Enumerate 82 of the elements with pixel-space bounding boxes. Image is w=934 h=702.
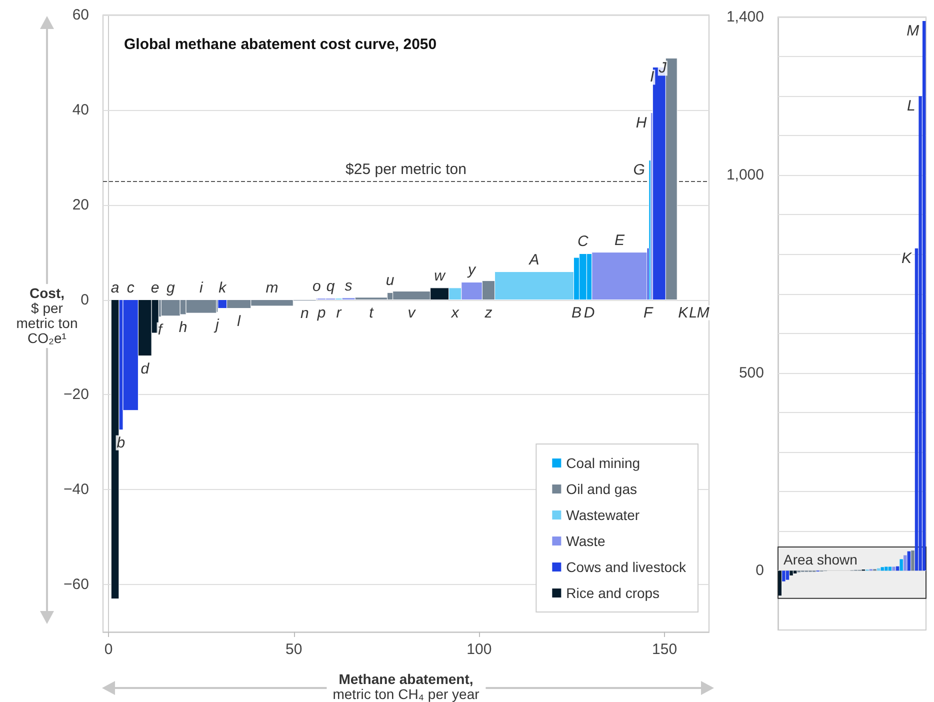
annotation: M <box>906 22 920 40</box>
y-tick-label: 0 <box>80 291 89 308</box>
annotation: D <box>584 304 595 322</box>
annotation: I <box>650 68 654 86</box>
annotation: L <box>688 304 698 322</box>
bar <box>900 559 903 571</box>
bar <box>782 570 786 582</box>
annotation: r <box>336 304 342 322</box>
legend-label: Coal mining <box>566 455 640 471</box>
band-label: Area shown <box>784 551 858 568</box>
bar <box>922 20 926 571</box>
y-tick-label: −60 <box>64 576 89 594</box>
annotation: u <box>386 272 395 290</box>
annotation: l <box>237 312 242 330</box>
bar <box>907 551 911 571</box>
annotation: M <box>696 304 710 322</box>
annotation: E <box>614 232 626 249</box>
annotation: n <box>300 305 309 322</box>
annotation: e <box>150 279 160 296</box>
bar <box>904 555 907 571</box>
bar <box>892 566 896 571</box>
annotation: k <box>218 279 228 296</box>
annotation: L <box>906 98 916 115</box>
annotation: p <box>316 304 326 322</box>
y-tick-label: 500 <box>738 364 764 382</box>
annotation: B <box>571 304 582 322</box>
ref-line-label: $25 per metric ton <box>346 161 466 178</box>
annotation: a <box>110 279 120 296</box>
annotation: i <box>200 279 204 296</box>
annotation: w <box>434 267 446 284</box>
bar <box>778 570 782 596</box>
bar <box>888 566 892 571</box>
bar <box>911 550 914 571</box>
annotation: h <box>178 318 188 336</box>
annotation: C <box>578 233 589 250</box>
annotation: K <box>901 250 912 267</box>
annotation: b <box>116 434 126 452</box>
x-tick-label: 0 <box>104 641 113 658</box>
annotation: c <box>126 279 135 296</box>
annotation: d <box>140 360 150 378</box>
y-tick-label: 1,400 <box>726 8 764 26</box>
annotation: H <box>636 114 647 132</box>
annotation: g <box>166 279 176 296</box>
annotation: z <box>484 304 493 322</box>
annotation: A <box>528 251 540 268</box>
y-tick-label: 40 <box>72 101 89 118</box>
annotation: o <box>312 278 321 295</box>
annotation: f <box>158 321 164 338</box>
annotation: s <box>344 277 353 294</box>
y-tick-label: 20 <box>72 196 89 214</box>
annotation: J <box>658 60 667 77</box>
annotation: G <box>633 162 646 179</box>
annotation: x <box>450 304 460 322</box>
annotation: q <box>326 278 336 295</box>
x-axis-title: Methane abatement, metric ton CH₄ per year <box>326 671 486 702</box>
legend-label: Waste <box>566 533 606 549</box>
y-tick-label: 1,000 <box>726 166 764 184</box>
legend-label: Cows and livestock <box>566 559 687 575</box>
bar <box>786 570 790 580</box>
legend-label: Rice and crops <box>566 585 660 601</box>
annotation: j <box>213 316 220 334</box>
bar <box>884 566 888 571</box>
annotation: y <box>467 262 478 279</box>
bar <box>880 567 884 571</box>
y-tick-label: −40 <box>64 481 89 498</box>
annotation: t <box>369 304 374 322</box>
y-axis-title: Cost, $ per metric ton CO₂e¹ <box>14 284 80 348</box>
y-tick-label: 0 <box>756 562 764 580</box>
y-tick-label: 60 <box>72 6 89 24</box>
x-tick-label: 100 <box>466 641 492 658</box>
legend-label: Oil and gas <box>566 481 637 497</box>
annotation: m <box>266 279 278 296</box>
x-tick-label: 50 <box>286 641 302 658</box>
x-tick-label: 150 <box>652 641 678 658</box>
annotation: K <box>678 304 690 322</box>
text: Global methane abatement cost curve, 2050 <box>124 36 437 53</box>
y-tick-label: −20 <box>64 386 89 404</box>
bar <box>793 570 797 574</box>
legend-label: Wastewater <box>566 507 640 523</box>
annotation: F <box>643 304 654 322</box>
annotation: v <box>408 304 417 322</box>
bar <box>790 570 793 576</box>
